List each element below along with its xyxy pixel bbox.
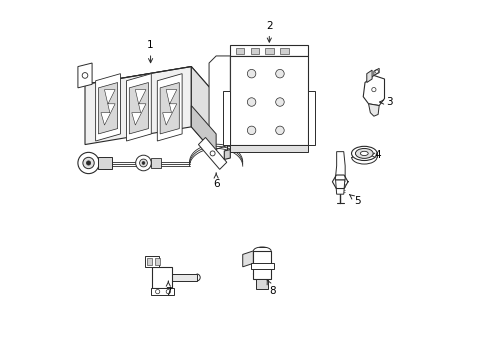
Bar: [155, 258, 160, 265]
Polygon shape: [373, 68, 378, 76]
Polygon shape: [157, 74, 182, 141]
Bar: [250, 48, 259, 54]
Polygon shape: [366, 70, 371, 82]
Polygon shape: [256, 279, 268, 289]
Text: 6: 6: [212, 173, 219, 189]
Polygon shape: [230, 45, 307, 56]
Bar: [147, 258, 152, 265]
Polygon shape: [126, 74, 151, 141]
Polygon shape: [101, 90, 115, 125]
Polygon shape: [191, 105, 216, 155]
Polygon shape: [253, 251, 270, 279]
Text: 3: 3: [379, 97, 392, 107]
Circle shape: [247, 69, 255, 78]
Polygon shape: [307, 91, 315, 145]
Polygon shape: [230, 56, 307, 145]
Circle shape: [86, 161, 90, 165]
Polygon shape: [98, 157, 111, 169]
Polygon shape: [242, 251, 253, 267]
Circle shape: [142, 162, 144, 165]
Ellipse shape: [351, 146, 376, 161]
Ellipse shape: [360, 151, 367, 156]
Text: 2: 2: [265, 21, 272, 42]
Polygon shape: [250, 263, 273, 269]
Polygon shape: [98, 82, 118, 134]
Polygon shape: [198, 138, 226, 169]
Circle shape: [139, 159, 147, 167]
Circle shape: [82, 157, 94, 168]
Polygon shape: [150, 288, 173, 295]
Polygon shape: [160, 82, 179, 134]
Circle shape: [275, 126, 284, 135]
Polygon shape: [191, 67, 216, 155]
Circle shape: [275, 69, 284, 78]
Bar: [265, 48, 274, 54]
Bar: [280, 48, 288, 54]
Text: 5: 5: [349, 194, 361, 206]
Circle shape: [247, 126, 255, 135]
Bar: [235, 48, 244, 54]
Polygon shape: [85, 67, 216, 113]
Polygon shape: [85, 67, 191, 145]
Polygon shape: [171, 274, 196, 281]
Polygon shape: [163, 90, 177, 125]
Polygon shape: [209, 56, 230, 152]
Text: 7: 7: [164, 281, 171, 297]
Polygon shape: [78, 63, 92, 88]
Circle shape: [135, 155, 151, 171]
Polygon shape: [335, 180, 344, 194]
Circle shape: [247, 98, 255, 106]
Polygon shape: [368, 104, 378, 116]
Ellipse shape: [355, 148, 372, 158]
Polygon shape: [129, 82, 148, 134]
Circle shape: [78, 152, 99, 174]
Text: 1: 1: [147, 40, 154, 63]
Polygon shape: [132, 90, 145, 125]
Polygon shape: [96, 74, 120, 141]
Polygon shape: [223, 91, 230, 145]
Polygon shape: [145, 256, 159, 267]
Polygon shape: [335, 152, 345, 180]
Text: 4: 4: [370, 150, 380, 160]
Polygon shape: [363, 76, 384, 105]
Polygon shape: [230, 145, 307, 152]
Circle shape: [275, 98, 284, 106]
Polygon shape: [224, 149, 230, 159]
Polygon shape: [150, 158, 161, 168]
Text: 8: 8: [266, 280, 275, 296]
Polygon shape: [152, 267, 171, 288]
